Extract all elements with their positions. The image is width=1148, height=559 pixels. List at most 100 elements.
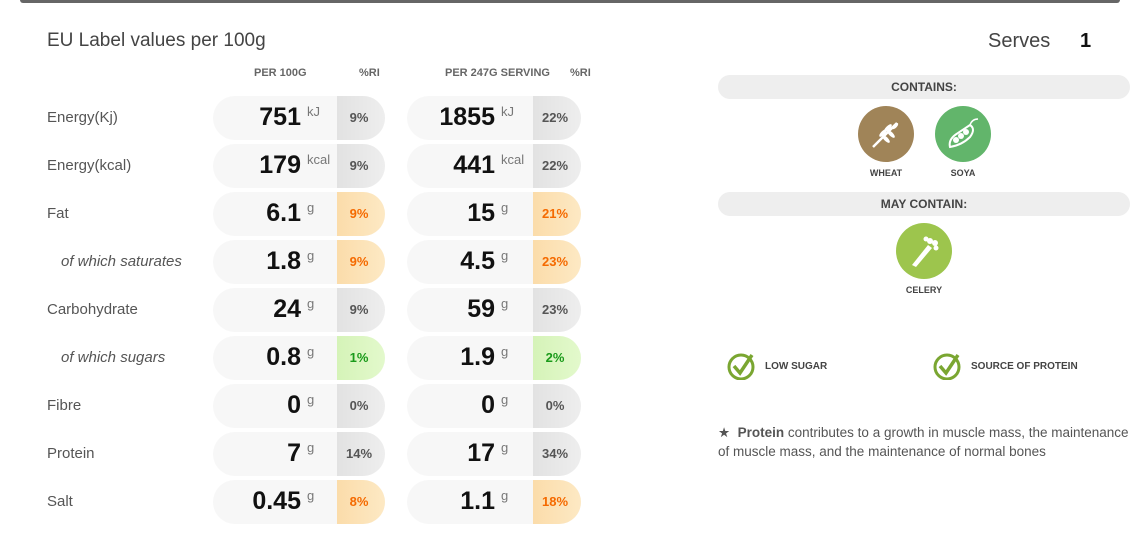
col-ri-2: %RI: [570, 67, 591, 79]
per-100g-ri: 9%: [337, 288, 385, 332]
per-serving-value: 59: [467, 295, 495, 323]
nutrition-row: Fat 6.1 g 9% 15 g 21%: [0, 192, 700, 236]
per-100g-ri: 9%: [337, 144, 385, 188]
per-serving-ri: 23%: [533, 240, 581, 284]
nutrition-row: Energy(Kj) 751 kJ 9% 1855 kJ 22%: [0, 96, 700, 140]
per-100g-value: 24: [273, 295, 301, 323]
celery-icon: [896, 223, 952, 279]
per-100g-pill: 0.45 g 8%: [213, 480, 385, 524]
per-serving-pill: 4.5 g 23%: [407, 240, 581, 284]
per-100g-unit: g: [307, 248, 315, 263]
per-serving-pill: 1.9 g 2%: [407, 336, 581, 380]
per-100g-unit: g: [307, 440, 315, 455]
nutrient-label: Carbohydrate: [47, 301, 138, 318]
per-serving-unit: kcal: [501, 152, 525, 167]
per-serving-value: 4.5: [460, 247, 495, 275]
page-title: EU Label values per 100g: [47, 30, 266, 51]
per-serving-ri: 22%: [533, 96, 581, 140]
per-100g-pill: 751 kJ 9%: [213, 96, 385, 140]
contains-header: CONTAINS:: [718, 75, 1130, 99]
may-contain-header: MAY CONTAIN:: [718, 192, 1130, 216]
per-serving-pill: 17 g 34%: [407, 432, 581, 476]
soya-icon: [935, 106, 991, 162]
per-serving-ri: 18%: [533, 480, 581, 524]
nutrition-row: Salt 0.45 g 8% 1.1 g 18%: [0, 480, 700, 524]
claim-low-sugar: LOW SUGAR: [727, 352, 827, 380]
serves-label: Serves: [988, 30, 1051, 52]
allergen-label: SOYA: [950, 168, 976, 178]
per-100g-value: 751: [259, 103, 301, 131]
per-100g-unit: g: [307, 488, 315, 503]
nutrition-row: Fibre 0 g 0% 0 g 0%: [0, 384, 700, 428]
allergen-celery: CELERY: [894, 223, 954, 295]
nutrient-label: Fibre: [47, 397, 82, 414]
per-100g-ri: 9%: [337, 96, 385, 140]
per-100g-unit: g: [307, 296, 315, 311]
per-serving-value: 0: [481, 391, 495, 419]
per-100g-ri: 1%: [337, 336, 385, 380]
per-serving-value: 1.9: [460, 343, 495, 371]
nutrient-label: Energy(kcal): [47, 157, 132, 174]
per-100g-ri: 9%: [337, 192, 385, 236]
per-100g-pill: 7 g 14%: [213, 432, 385, 476]
per-serving-value: 1855: [439, 103, 495, 131]
serves: Serves 1: [988, 30, 1091, 53]
per-100g-ri: 14%: [337, 432, 385, 476]
nutrient-label: Energy(Kj): [47, 109, 118, 126]
per-serving-value: 15: [467, 199, 495, 227]
per-serving-unit: g: [501, 392, 509, 407]
claim-label: LOW SUGAR: [765, 360, 828, 372]
per-100g-ri: 8%: [337, 480, 385, 524]
per-100g-value: 0: [287, 391, 301, 419]
claim-source-of-protein: SOURCE OF PROTEIN: [933, 352, 1078, 380]
nutrient-label: Protein: [47, 445, 95, 462]
col-per-100g: PER 100G: [254, 67, 307, 79]
per-100g-pill: 24 g 9%: [213, 288, 385, 332]
per-serving-pill: 0 g 0%: [407, 384, 581, 428]
allergen-label: WHEAT: [869, 168, 903, 178]
nutrient-label: of which sugars: [61, 349, 166, 366]
per-serving-unit: g: [501, 296, 509, 311]
protein-note: ★ Protein contributes to a growth in mus…: [718, 423, 1138, 461]
nutrition-row: Protein 7 g 14% 17 g 34%: [0, 432, 700, 476]
nutrition-row: of which sugars 0.8 g 1% 1.9 g 2%: [0, 336, 700, 380]
nutrition-row: of which saturates 1.8 g 9% 4.5 g 23%: [0, 240, 700, 284]
nutrition-row: Energy(kcal) 179 kcal 9% 441 kcal 22%: [0, 144, 700, 188]
nutrient-label: Salt: [47, 493, 73, 510]
per-serving-unit: g: [501, 248, 509, 263]
per-100g-value: 0.45: [252, 487, 301, 515]
per-100g-pill: 6.1 g 9%: [213, 192, 385, 236]
per-100g-value: 0.8: [266, 343, 301, 371]
per-serving-ri: 21%: [533, 192, 581, 236]
per-serving-ri: 0%: [533, 384, 581, 428]
allergen-wheat: WHEAT: [856, 106, 916, 178]
per-serving-pill: 1855 kJ 22%: [407, 96, 581, 140]
wheat-icon: [858, 106, 914, 162]
per-100g-value: 1.8: [266, 247, 301, 275]
per-serving-ri: 2%: [533, 336, 581, 380]
per-100g-value: 6.1: [266, 199, 301, 227]
note-bold: Protein: [737, 425, 785, 440]
per-serving-value: 1.1: [460, 487, 495, 515]
per-serving-pill: 59 g 23%: [407, 288, 581, 332]
per-serving-ri: 34%: [533, 432, 581, 476]
nutrient-label: of which saturates: [61, 253, 182, 270]
serves-value: 1: [1080, 30, 1092, 52]
col-per-serving: PER 247G SERVING: [445, 67, 550, 79]
per-serving-ri: 22%: [533, 144, 581, 188]
per-serving-value: 441: [453, 151, 495, 179]
per-100g-unit: kJ: [307, 104, 320, 119]
per-100g-pill: 179 kcal 9%: [213, 144, 385, 188]
allergen-label: CELERY: [905, 285, 943, 295]
check-circle-icon: [933, 353, 961, 380]
per-serving-pill: 15 g 21%: [407, 192, 581, 236]
per-100g-unit: kcal: [307, 152, 331, 167]
star-icon: ★: [718, 425, 731, 440]
allergen-soya: SOYA: [933, 106, 993, 178]
nutrient-label: Fat: [47, 205, 69, 222]
top-bar: [20, 0, 1120, 3]
per-100g-unit: g: [307, 392, 315, 407]
per-serving-ri: 23%: [533, 288, 581, 332]
per-serving-pill: 441 kcal 22%: [407, 144, 581, 188]
per-100g-unit: g: [307, 344, 315, 359]
